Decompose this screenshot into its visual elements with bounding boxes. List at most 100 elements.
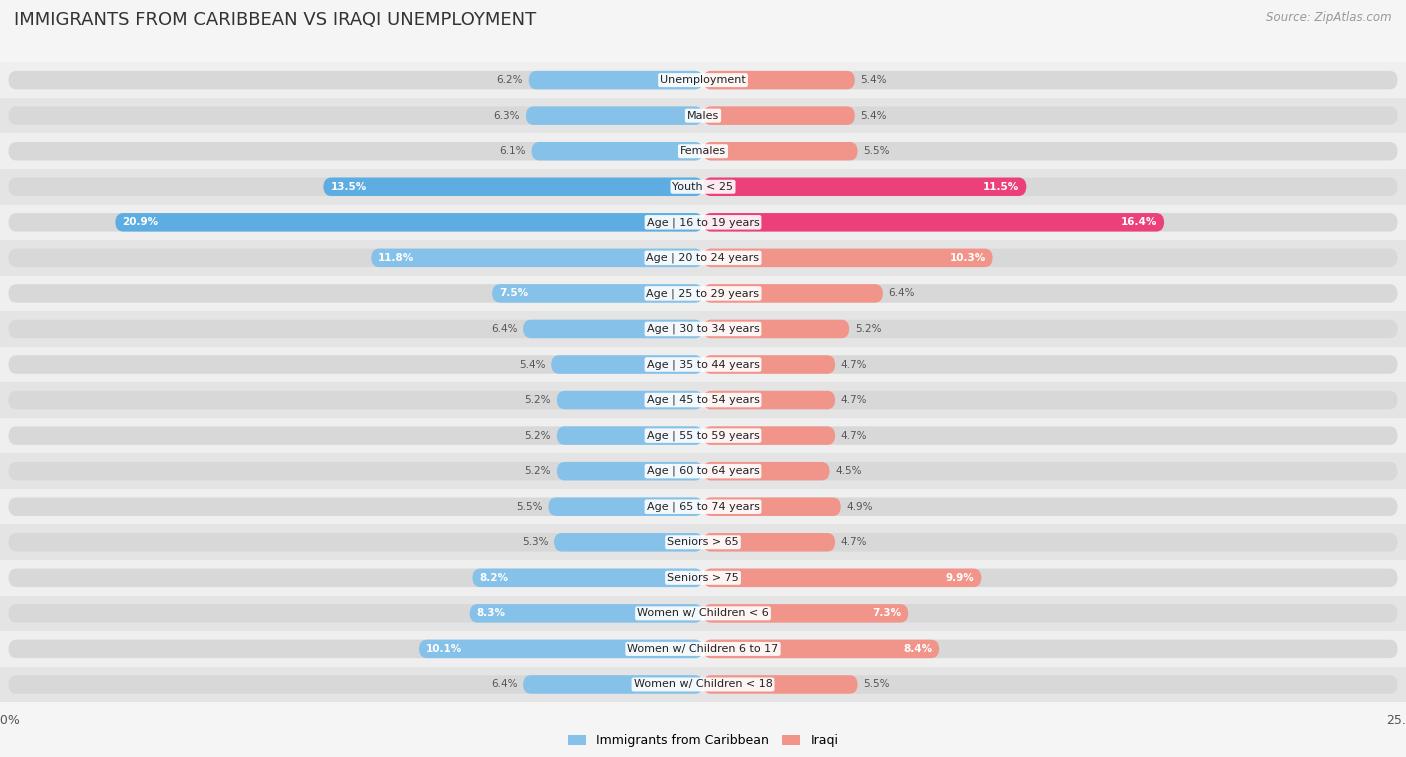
FancyBboxPatch shape [703,604,908,622]
Bar [0,169,1406,204]
Text: Youth < 25: Youth < 25 [672,182,734,192]
Text: 9.9%: 9.9% [946,573,974,583]
Text: Age | 60 to 64 years: Age | 60 to 64 years [647,466,759,476]
Bar [0,240,1406,276]
Bar [0,667,1406,702]
FancyBboxPatch shape [548,497,703,516]
Text: 6.3%: 6.3% [494,111,520,120]
FancyBboxPatch shape [523,319,703,338]
FancyBboxPatch shape [703,142,858,160]
FancyBboxPatch shape [703,497,1398,516]
Text: 10.1%: 10.1% [426,644,463,654]
Text: 6.4%: 6.4% [491,324,517,334]
Text: 4.5%: 4.5% [835,466,862,476]
FancyBboxPatch shape [703,284,1398,303]
FancyBboxPatch shape [703,497,841,516]
Text: 4.7%: 4.7% [841,395,868,405]
FancyBboxPatch shape [371,248,703,267]
Legend: Immigrants from Caribbean, Iraqi: Immigrants from Caribbean, Iraqi [562,730,844,752]
FancyBboxPatch shape [703,284,883,303]
Text: Age | 55 to 59 years: Age | 55 to 59 years [647,431,759,441]
Text: 4.9%: 4.9% [846,502,873,512]
FancyBboxPatch shape [703,462,830,481]
FancyBboxPatch shape [8,426,703,445]
Text: 11.8%: 11.8% [378,253,415,263]
Text: 5.4%: 5.4% [860,111,887,120]
Text: Source: ZipAtlas.com: Source: ZipAtlas.com [1267,11,1392,24]
Bar [0,276,1406,311]
FancyBboxPatch shape [703,426,835,445]
FancyBboxPatch shape [703,675,858,693]
Text: 7.3%: 7.3% [872,609,901,618]
FancyBboxPatch shape [703,178,1026,196]
Text: Males: Males [688,111,718,120]
Text: Age | 65 to 74 years: Age | 65 to 74 years [647,501,759,512]
FancyBboxPatch shape [703,675,1398,693]
Text: 5.5%: 5.5% [863,146,890,156]
FancyBboxPatch shape [8,213,703,232]
Text: 7.5%: 7.5% [499,288,529,298]
FancyBboxPatch shape [703,213,1164,232]
FancyBboxPatch shape [703,71,1398,89]
FancyBboxPatch shape [8,248,703,267]
FancyBboxPatch shape [703,462,1398,481]
FancyBboxPatch shape [703,107,1398,125]
FancyBboxPatch shape [472,569,703,587]
Text: 5.2%: 5.2% [524,395,551,405]
FancyBboxPatch shape [8,533,703,552]
Bar [0,98,1406,133]
FancyBboxPatch shape [557,426,703,445]
Text: 20.9%: 20.9% [122,217,159,227]
FancyBboxPatch shape [492,284,703,303]
FancyBboxPatch shape [703,569,1398,587]
FancyBboxPatch shape [703,604,1398,622]
FancyBboxPatch shape [703,248,993,267]
FancyBboxPatch shape [703,391,835,410]
Text: Women w/ Children < 6: Women w/ Children < 6 [637,609,769,618]
FancyBboxPatch shape [703,569,981,587]
Text: 6.4%: 6.4% [491,680,517,690]
Text: Seniors > 65: Seniors > 65 [668,537,738,547]
Text: Age | 25 to 29 years: Age | 25 to 29 years [647,288,759,299]
FancyBboxPatch shape [703,426,1398,445]
FancyBboxPatch shape [529,71,703,89]
FancyBboxPatch shape [8,640,703,658]
Text: 4.7%: 4.7% [841,360,868,369]
Text: 5.2%: 5.2% [855,324,882,334]
Text: Women w/ Children < 18: Women w/ Children < 18 [634,680,772,690]
FancyBboxPatch shape [115,213,703,232]
FancyBboxPatch shape [703,248,1398,267]
Text: Unemployment: Unemployment [661,75,745,85]
Text: Age | 45 to 54 years: Age | 45 to 54 years [647,395,759,405]
Text: Age | 20 to 24 years: Age | 20 to 24 years [647,253,759,263]
Bar [0,204,1406,240]
Text: 8.3%: 8.3% [477,609,506,618]
Text: Seniors > 75: Seniors > 75 [666,573,740,583]
FancyBboxPatch shape [703,319,1398,338]
Text: 13.5%: 13.5% [330,182,367,192]
Text: 5.2%: 5.2% [524,466,551,476]
FancyBboxPatch shape [703,391,1398,410]
FancyBboxPatch shape [703,355,835,374]
FancyBboxPatch shape [419,640,703,658]
Text: 11.5%: 11.5% [983,182,1019,192]
FancyBboxPatch shape [703,319,849,338]
FancyBboxPatch shape [8,604,703,622]
Bar [0,347,1406,382]
FancyBboxPatch shape [8,569,703,587]
Bar [0,311,1406,347]
FancyBboxPatch shape [703,178,1398,196]
Bar [0,560,1406,596]
Text: 5.4%: 5.4% [519,360,546,369]
Text: Women w/ Children 6 to 17: Women w/ Children 6 to 17 [627,644,779,654]
FancyBboxPatch shape [8,319,703,338]
FancyBboxPatch shape [557,391,703,410]
Text: 4.7%: 4.7% [841,537,868,547]
FancyBboxPatch shape [703,533,1398,552]
FancyBboxPatch shape [470,604,703,622]
Text: 8.2%: 8.2% [479,573,509,583]
Text: 6.2%: 6.2% [496,75,523,85]
Text: 5.3%: 5.3% [522,537,548,547]
Bar [0,489,1406,525]
Text: 5.2%: 5.2% [524,431,551,441]
